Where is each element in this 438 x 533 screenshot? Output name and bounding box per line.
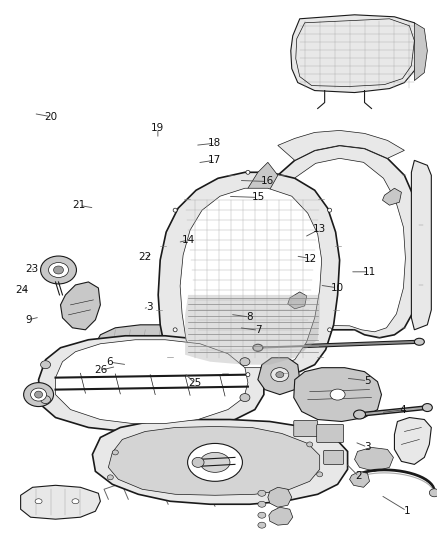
Ellipse shape <box>53 266 64 274</box>
Text: 25: 25 <box>188 378 201 389</box>
Ellipse shape <box>258 490 266 496</box>
Text: 17: 17 <box>208 155 221 165</box>
Text: 10: 10 <box>330 282 343 293</box>
Ellipse shape <box>307 442 313 447</box>
Text: 19: 19 <box>151 123 165 133</box>
Text: 2: 2 <box>355 471 362 481</box>
Ellipse shape <box>187 443 242 481</box>
Polygon shape <box>395 417 431 464</box>
Ellipse shape <box>253 344 263 351</box>
Polygon shape <box>90 325 262 415</box>
Ellipse shape <box>192 457 204 467</box>
Polygon shape <box>411 160 431 330</box>
Text: 24: 24 <box>15 285 28 295</box>
Polygon shape <box>158 172 339 375</box>
Text: 23: 23 <box>25 264 39 274</box>
Polygon shape <box>269 507 293 525</box>
Polygon shape <box>185 295 320 365</box>
Text: 1: 1 <box>403 506 410 516</box>
Text: 21: 21 <box>73 200 86 211</box>
Ellipse shape <box>41 361 50 369</box>
Ellipse shape <box>240 393 250 401</box>
Polygon shape <box>414 23 427 80</box>
FancyBboxPatch shape <box>324 450 343 464</box>
Ellipse shape <box>422 403 432 411</box>
Ellipse shape <box>72 499 79 504</box>
Ellipse shape <box>246 373 250 377</box>
Ellipse shape <box>112 450 118 455</box>
Ellipse shape <box>429 489 438 497</box>
Ellipse shape <box>246 171 250 174</box>
Ellipse shape <box>49 263 68 278</box>
Text: 7: 7 <box>255 325 261 335</box>
Polygon shape <box>270 158 406 332</box>
Text: 4: 4 <box>399 405 406 415</box>
Ellipse shape <box>330 389 345 400</box>
Text: 26: 26 <box>95 365 108 375</box>
Ellipse shape <box>328 208 332 212</box>
Polygon shape <box>21 486 100 519</box>
Polygon shape <box>382 188 401 205</box>
Text: 5: 5 <box>364 376 371 386</box>
Ellipse shape <box>258 512 266 518</box>
Polygon shape <box>355 447 393 471</box>
Ellipse shape <box>35 499 42 504</box>
Text: 22: 22 <box>138 252 152 262</box>
Ellipse shape <box>173 208 177 212</box>
Polygon shape <box>56 340 248 424</box>
Text: 3: 3 <box>146 302 152 312</box>
Text: 14: 14 <box>182 235 195 245</box>
Ellipse shape <box>353 410 366 419</box>
Ellipse shape <box>31 388 46 401</box>
Polygon shape <box>39 336 264 432</box>
Ellipse shape <box>24 383 53 407</box>
Text: 12: 12 <box>304 254 317 263</box>
Text: 8: 8 <box>246 312 253 322</box>
Ellipse shape <box>41 395 50 403</box>
Ellipse shape <box>41 256 77 284</box>
Text: 11: 11 <box>363 267 376 277</box>
Polygon shape <box>268 487 292 507</box>
Ellipse shape <box>414 338 424 345</box>
Ellipse shape <box>258 522 266 528</box>
Text: 3: 3 <box>364 442 371 452</box>
FancyBboxPatch shape <box>317 424 343 442</box>
Polygon shape <box>350 471 370 487</box>
Polygon shape <box>92 419 348 504</box>
Polygon shape <box>60 282 100 330</box>
Text: 6: 6 <box>106 357 113 367</box>
Text: 13: 13 <box>313 224 326 235</box>
Ellipse shape <box>173 328 177 332</box>
Polygon shape <box>258 358 300 394</box>
Polygon shape <box>278 131 404 160</box>
Ellipse shape <box>271 368 289 382</box>
Polygon shape <box>252 146 424 338</box>
Polygon shape <box>291 15 419 93</box>
Text: 18: 18 <box>208 138 221 148</box>
Ellipse shape <box>35 391 42 398</box>
Ellipse shape <box>240 358 250 366</box>
Polygon shape <box>238 163 278 330</box>
Ellipse shape <box>107 475 113 480</box>
Polygon shape <box>288 292 307 309</box>
Text: 15: 15 <box>252 192 265 203</box>
Polygon shape <box>180 188 321 368</box>
Ellipse shape <box>328 328 332 332</box>
Text: 16: 16 <box>261 176 274 187</box>
Text: 20: 20 <box>44 112 57 122</box>
Ellipse shape <box>317 472 323 477</box>
Polygon shape <box>108 426 320 495</box>
Polygon shape <box>294 368 381 422</box>
Ellipse shape <box>276 372 284 378</box>
Ellipse shape <box>200 453 230 472</box>
Ellipse shape <box>258 501 266 507</box>
Text: 9: 9 <box>26 314 32 325</box>
FancyBboxPatch shape <box>294 421 318 437</box>
